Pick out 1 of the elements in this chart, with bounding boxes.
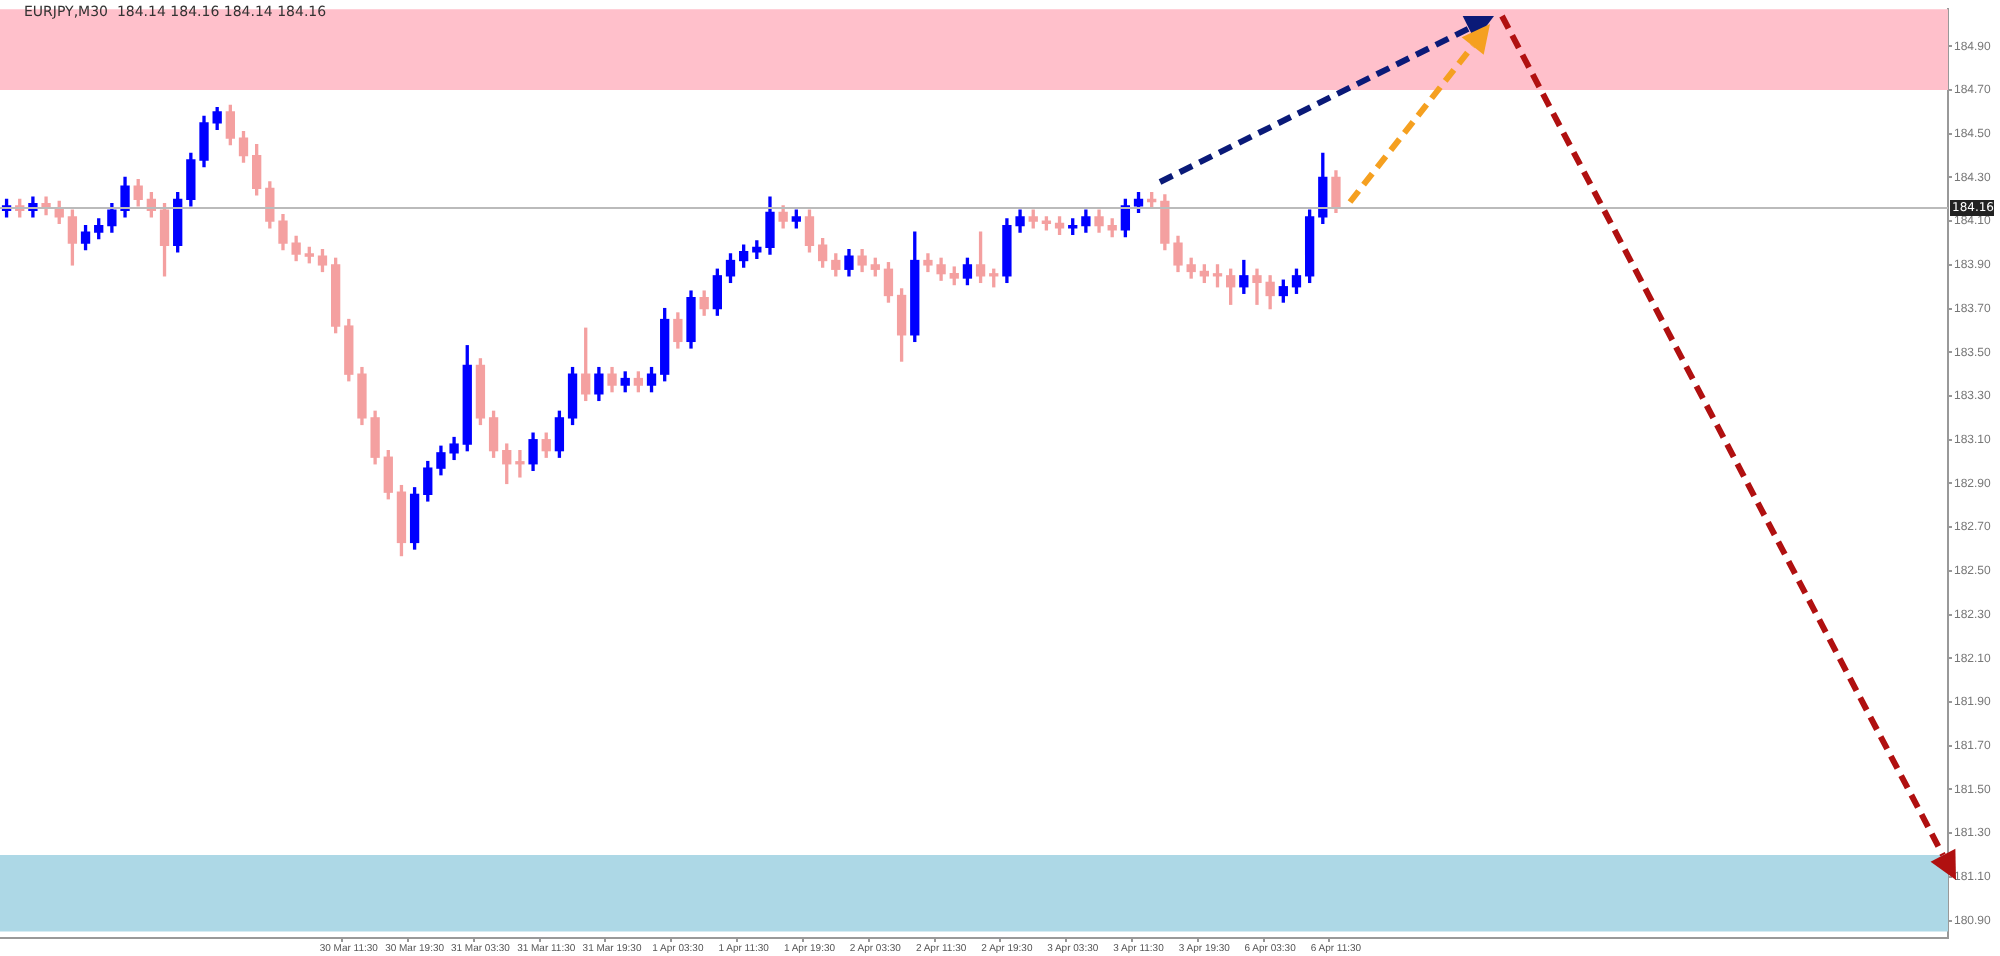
candlestick (515, 449, 525, 478)
